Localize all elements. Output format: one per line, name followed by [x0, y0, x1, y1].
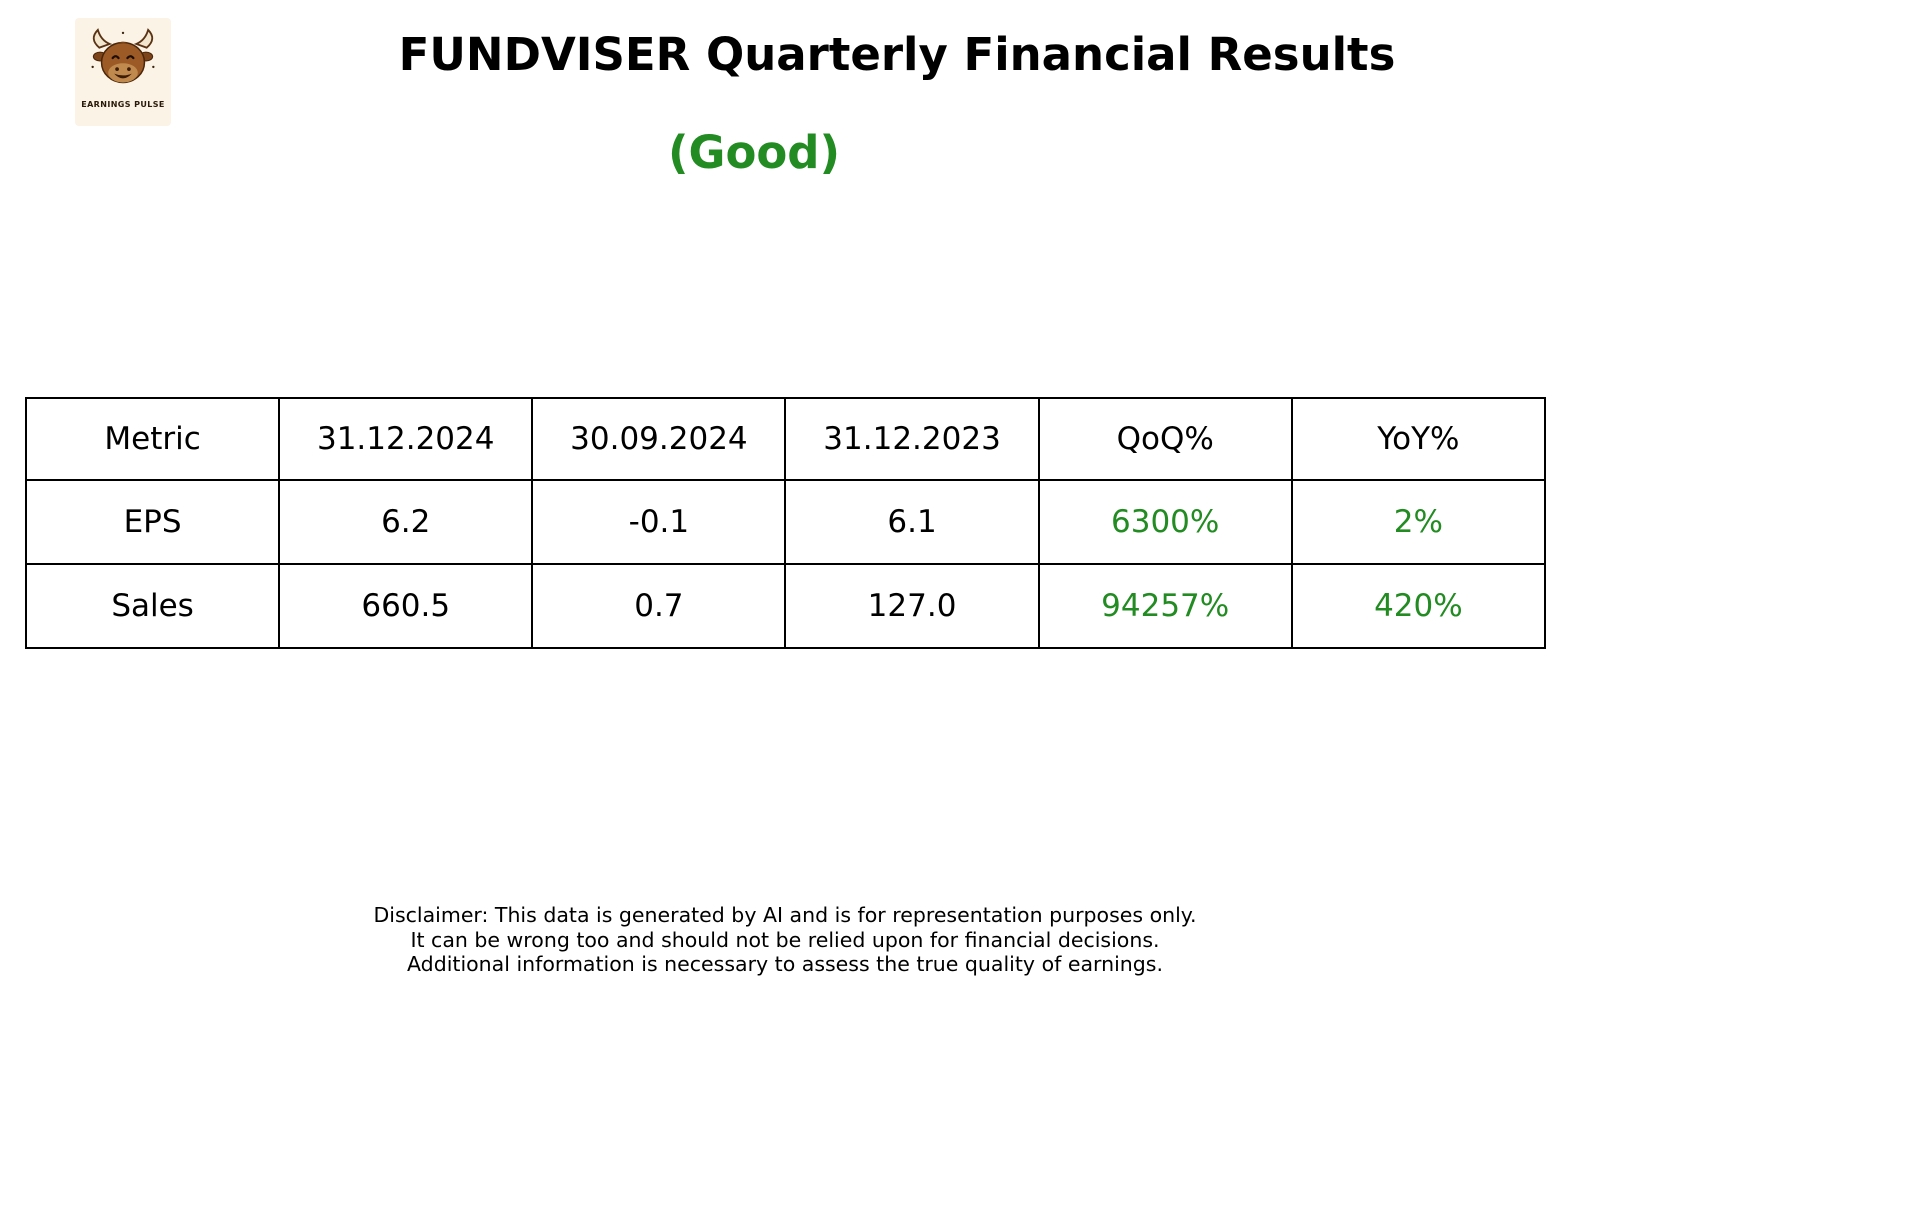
- col-header-qoq: QoQ%: [1037, 397, 1293, 481]
- value-cell: 660.5: [278, 563, 534, 649]
- quality-rating: (Good): [667, 126, 841, 179]
- value-cell: 127.0: [784, 563, 1040, 649]
- metric-label-cell: EPS: [24, 479, 281, 565]
- value-cell: 6.1: [784, 479, 1040, 565]
- value-cell: 6.2: [278, 479, 534, 565]
- logo-brand-text: EARNINGS PULSE: [81, 100, 165, 109]
- col-header-period-prev-year: 31.12.2023: [784, 397, 1040, 481]
- disclaimer: Disclaimer: This data is generated by AI…: [373, 903, 1196, 977]
- col-header-period-current: 31.12.2024: [278, 397, 534, 481]
- bull-mascot-icon: [91, 28, 155, 84]
- page-title: FUNDVISER Quarterly Financial Results: [398, 28, 1396, 81]
- table-row-sales: Sales 660.5 0.7 127.0 94257% 420%: [24, 563, 1547, 649]
- yoy-change-cell: 420%: [1290, 563, 1547, 649]
- table-row-eps: EPS 6.2 -0.1 6.1 6300% 2%: [24, 479, 1547, 565]
- disclaimer-line: Disclaimer: This data is generated by AI…: [373, 903, 1197, 927]
- qoq-change-cell: 94257%: [1037, 563, 1293, 649]
- qoq-change-cell: 6300%: [1037, 479, 1293, 565]
- metric-label-cell: Sales: [24, 563, 281, 649]
- value-cell: -0.1: [531, 479, 787, 565]
- earnings-pulse-logo: EARNINGS PULSE: [75, 18, 171, 126]
- disclaimer-line: Additional information is necessary to a…: [407, 952, 1163, 976]
- yoy-change-cell: 2%: [1290, 479, 1547, 565]
- value-cell: 0.7: [531, 563, 787, 649]
- col-header-metric: Metric: [24, 397, 281, 481]
- results-table: Metric 31.12.2024 30.09.2024 31.12.2023 …: [24, 397, 1547, 649]
- col-header-yoy: YoY%: [1290, 397, 1547, 481]
- disclaimer-line: It can be wrong too and should not be re…: [410, 927, 1160, 952]
- col-header-period-prev-quarter: 30.09.2024: [531, 397, 787, 481]
- table-header-row: Metric 31.12.2024 30.09.2024 31.12.2023 …: [24, 397, 1547, 481]
